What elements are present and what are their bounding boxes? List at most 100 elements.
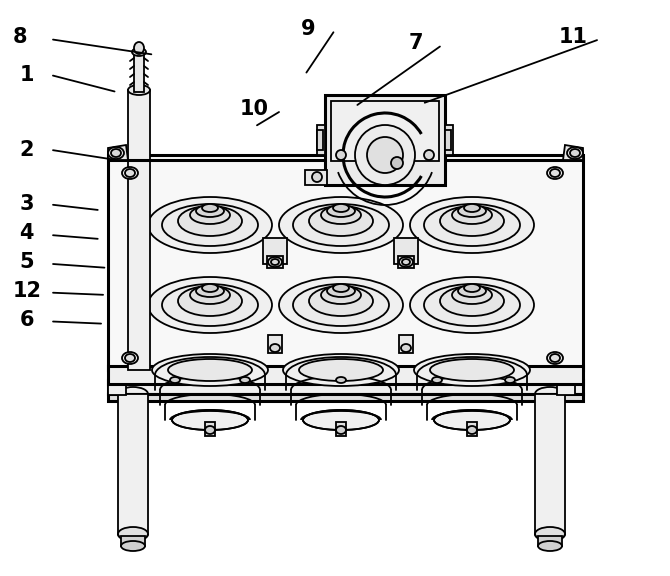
Bar: [268, 335, 282, 353]
Ellipse shape: [270, 344, 280, 352]
Bar: [108, 394, 583, 401]
Ellipse shape: [190, 286, 230, 304]
Ellipse shape: [205, 426, 215, 434]
Ellipse shape: [458, 285, 486, 297]
Text: 9: 9: [301, 19, 316, 39]
Ellipse shape: [547, 352, 563, 364]
Ellipse shape: [547, 167, 563, 179]
Ellipse shape: [178, 206, 242, 236]
Ellipse shape: [399, 257, 413, 267]
Ellipse shape: [312, 172, 322, 182]
Ellipse shape: [321, 286, 361, 304]
Ellipse shape: [333, 284, 349, 292]
Ellipse shape: [440, 286, 504, 316]
Text: 6: 6: [19, 310, 34, 329]
Ellipse shape: [128, 85, 150, 95]
Ellipse shape: [336, 150, 346, 160]
Ellipse shape: [327, 205, 355, 217]
Ellipse shape: [367, 137, 403, 173]
Bar: [445, 130, 451, 150]
Bar: [538, 536, 562, 546]
Text: 2: 2: [19, 140, 34, 160]
Ellipse shape: [152, 354, 268, 386]
Bar: [398, 256, 414, 268]
Ellipse shape: [170, 377, 180, 383]
Ellipse shape: [202, 204, 218, 212]
Text: 1: 1: [19, 65, 34, 85]
Bar: [121, 536, 145, 546]
Bar: [305, 170, 327, 185]
Ellipse shape: [434, 410, 510, 430]
Ellipse shape: [108, 147, 124, 159]
Ellipse shape: [121, 541, 145, 551]
Bar: [128, 90, 150, 370]
Ellipse shape: [125, 354, 135, 362]
Ellipse shape: [570, 149, 580, 157]
Ellipse shape: [178, 286, 242, 316]
Ellipse shape: [293, 204, 389, 246]
Polygon shape: [563, 145, 583, 160]
Ellipse shape: [550, 354, 560, 362]
Ellipse shape: [279, 197, 403, 253]
Text: 8: 8: [13, 28, 27, 47]
Bar: [108, 366, 583, 384]
Ellipse shape: [118, 527, 148, 541]
Bar: [445, 125, 453, 155]
Bar: [535, 394, 565, 534]
Ellipse shape: [309, 286, 373, 316]
Ellipse shape: [464, 284, 480, 292]
Ellipse shape: [355, 125, 415, 185]
Text: 10: 10: [240, 100, 269, 119]
Bar: [331, 101, 439, 161]
Ellipse shape: [538, 541, 562, 551]
Bar: [263, 238, 287, 264]
Ellipse shape: [550, 169, 560, 177]
Ellipse shape: [452, 206, 492, 224]
Polygon shape: [108, 145, 128, 160]
Ellipse shape: [452, 286, 492, 304]
Ellipse shape: [430, 359, 514, 381]
Ellipse shape: [196, 285, 224, 297]
Text: 5: 5: [19, 252, 34, 272]
Ellipse shape: [196, 205, 224, 217]
Bar: [317, 125, 325, 155]
Ellipse shape: [202, 284, 218, 292]
Ellipse shape: [168, 359, 252, 381]
Ellipse shape: [467, 426, 477, 434]
Bar: [325, 95, 445, 185]
Ellipse shape: [440, 206, 504, 236]
Ellipse shape: [321, 206, 361, 224]
Bar: [394, 238, 418, 264]
Ellipse shape: [391, 157, 403, 169]
Bar: [108, 155, 583, 370]
Ellipse shape: [172, 410, 248, 430]
Ellipse shape: [299, 359, 383, 381]
Bar: [336, 422, 346, 436]
Ellipse shape: [283, 354, 399, 386]
Text: 7: 7: [408, 33, 423, 53]
Ellipse shape: [162, 204, 258, 246]
Ellipse shape: [125, 169, 135, 177]
Ellipse shape: [132, 48, 146, 56]
Ellipse shape: [190, 206, 230, 224]
Bar: [118, 394, 148, 534]
Ellipse shape: [424, 204, 520, 246]
Ellipse shape: [303, 410, 379, 430]
Ellipse shape: [567, 147, 583, 159]
Ellipse shape: [410, 277, 534, 333]
Bar: [108, 380, 583, 394]
Ellipse shape: [148, 277, 272, 333]
Bar: [317, 130, 323, 150]
Ellipse shape: [336, 426, 346, 434]
Ellipse shape: [424, 150, 434, 160]
Text: 3: 3: [19, 195, 34, 214]
Ellipse shape: [293, 284, 389, 326]
Ellipse shape: [309, 206, 373, 236]
Ellipse shape: [268, 257, 282, 267]
Ellipse shape: [505, 377, 515, 383]
Ellipse shape: [240, 377, 250, 383]
Ellipse shape: [148, 197, 272, 253]
Bar: [267, 256, 283, 268]
Ellipse shape: [279, 277, 403, 333]
Bar: [557, 160, 575, 395]
